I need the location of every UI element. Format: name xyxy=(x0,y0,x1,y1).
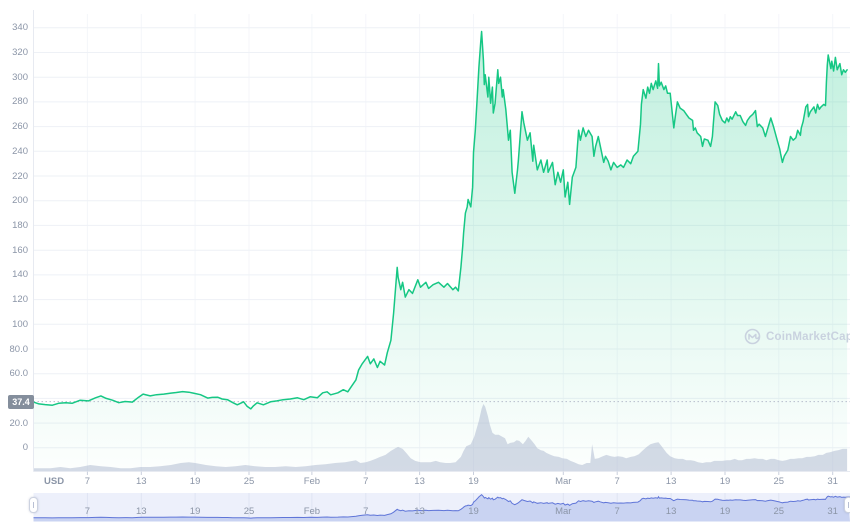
watermark-text: CoinMarketCap xyxy=(766,330,850,343)
x-axis-tick-marks xyxy=(86,471,834,475)
navigator-area-fill xyxy=(33,494,850,522)
price-line xyxy=(32,30,848,410)
open-price-badge: 37.4 xyxy=(8,395,34,409)
navigator-line xyxy=(33,494,850,519)
axis-unit-label: USD xyxy=(44,476,65,487)
handle-grip xyxy=(33,502,34,508)
navigator-right-handle[interactable] xyxy=(844,497,850,513)
price-area-fill xyxy=(33,31,848,471)
coinmarketcap-logo-icon xyxy=(744,328,761,345)
handle-grip xyxy=(848,502,849,508)
volume-area xyxy=(33,404,848,471)
coinmarketcap-watermark: CoinMarketCap xyxy=(744,328,850,345)
navigator-left-handle[interactable] xyxy=(29,497,38,513)
